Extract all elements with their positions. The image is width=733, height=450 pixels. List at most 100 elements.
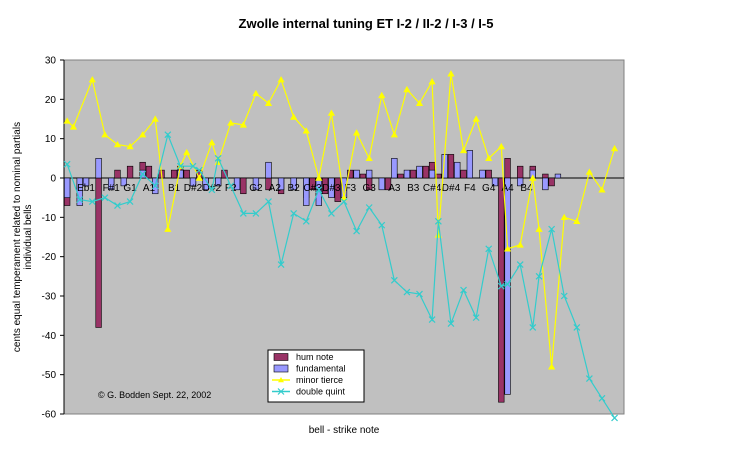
bar-fundamental xyxy=(391,158,398,179)
x-tick-label: F3 xyxy=(344,183,356,194)
legend-label: double quint xyxy=(296,387,346,397)
bar-hum-note xyxy=(240,177,247,195)
bar-hum-note xyxy=(504,158,511,179)
x-tick-label: B2 xyxy=(288,183,301,194)
point-double-quint xyxy=(214,154,222,162)
x-tick-label: D#4 xyxy=(442,183,461,194)
x-tick-label: G3 xyxy=(362,183,376,194)
bar-fundamental xyxy=(265,161,272,179)
x-tick-label: A2 xyxy=(269,183,282,194)
bar-hum-note xyxy=(221,169,228,179)
point-minor-tierce xyxy=(195,174,203,181)
x-tick-label: G2 xyxy=(249,183,263,194)
x-tick-label: G1 xyxy=(123,183,137,194)
bar-hum-note xyxy=(447,154,455,179)
legend-label: hum note xyxy=(296,352,334,362)
y-tick-label: 20 xyxy=(45,95,57,106)
point-minor-tierce xyxy=(264,99,273,106)
x-tick-label: F#1 xyxy=(103,183,121,194)
bar-hum-note xyxy=(183,169,190,179)
point-double-quint xyxy=(535,272,543,280)
bar-fundamental xyxy=(491,177,499,187)
bar-hum-note xyxy=(542,173,549,179)
bar-hum-note xyxy=(422,165,429,179)
bar-hum-note xyxy=(170,169,178,179)
legend-label: minor tierce xyxy=(296,375,343,385)
y-tick-label: -60 xyxy=(42,410,57,421)
point-minor-tierce xyxy=(63,117,71,124)
point-minor-tierce xyxy=(290,113,298,120)
x-tick-label: G4 xyxy=(482,183,496,194)
point-minor-tierce xyxy=(365,154,373,162)
bar-fundamental xyxy=(108,177,115,191)
y-tick-label: 30 xyxy=(45,56,57,67)
point-double-quint xyxy=(434,217,442,225)
point-minor-tierce xyxy=(302,127,310,134)
point-double-quint xyxy=(353,227,361,235)
bar-hum-note xyxy=(397,173,404,179)
bar-fundamental xyxy=(189,177,197,187)
point-double-quint xyxy=(114,202,121,209)
point-double-quint xyxy=(126,198,134,206)
point-double-quint xyxy=(472,314,480,322)
point-minor-tierce xyxy=(126,142,134,150)
x-tick-label: A1 xyxy=(143,183,156,194)
point-double-quint xyxy=(195,166,203,174)
point-minor-tierce xyxy=(497,142,505,150)
bar-fundamental xyxy=(95,158,102,179)
y-tick-label: -40 xyxy=(42,331,57,342)
bar-fundamental xyxy=(466,150,473,179)
bar-hum-note xyxy=(517,165,524,179)
bar-fundamental xyxy=(177,169,184,179)
point-minor-tierce xyxy=(610,144,619,152)
bar-fundamental xyxy=(504,177,511,395)
point-minor-tierce xyxy=(252,89,260,97)
point-minor-tierce xyxy=(390,131,398,138)
point-double-quint xyxy=(447,320,455,327)
x-tick-label: B4 xyxy=(520,183,533,194)
point-double-quint xyxy=(516,261,524,268)
point-minor-tierce xyxy=(503,245,512,252)
x-tick-label: C#3 xyxy=(303,183,322,194)
bar-hum-note xyxy=(126,165,134,179)
bar-fundamental xyxy=(378,177,385,191)
y-axis-label: individual bells xyxy=(23,204,34,269)
point-minor-tierce xyxy=(403,85,411,93)
point-minor-tierce xyxy=(529,174,537,181)
y-tick-label: -10 xyxy=(42,213,57,224)
bar-hum-note xyxy=(145,165,153,179)
point-double-quint xyxy=(585,375,593,383)
legend-marker-minor-tierce xyxy=(278,377,284,383)
point-minor-tierce xyxy=(585,168,593,175)
point-double-quint xyxy=(497,282,505,290)
point-minor-tierce xyxy=(352,129,361,136)
bar-hum-note xyxy=(359,173,367,179)
bar-fundamental xyxy=(233,177,241,191)
point-double-quint xyxy=(76,196,84,204)
point-double-quint xyxy=(504,280,512,288)
point-double-quint xyxy=(101,194,109,202)
point-minor-tierce xyxy=(227,119,235,126)
bar-hum-note xyxy=(410,169,417,179)
point-minor-tierce xyxy=(573,217,581,224)
point-minor-tierce xyxy=(151,115,159,122)
bar-hum-note xyxy=(347,169,354,179)
bar-fundamental xyxy=(517,177,524,187)
point-double-quint xyxy=(63,160,71,168)
bar-fundamental xyxy=(303,177,310,206)
x-tick-label: F2 xyxy=(225,183,237,194)
y-tick-label: -20 xyxy=(42,252,57,263)
x-axis-label: bell - strike note xyxy=(309,425,380,436)
point-minor-tierce xyxy=(164,225,172,232)
x-tick-label: A4 xyxy=(501,183,514,194)
point-double-quint xyxy=(460,286,467,294)
x-tick-label: D#2 xyxy=(184,183,203,194)
point-minor-tierce xyxy=(183,148,191,156)
point-double-quint xyxy=(529,324,537,331)
point-double-quint xyxy=(315,186,323,194)
point-double-quint xyxy=(151,182,159,190)
point-minor-tierce xyxy=(485,154,493,162)
bar-fundamental xyxy=(479,169,486,179)
bar-hum-note xyxy=(548,177,555,187)
point-double-quint xyxy=(208,186,216,194)
